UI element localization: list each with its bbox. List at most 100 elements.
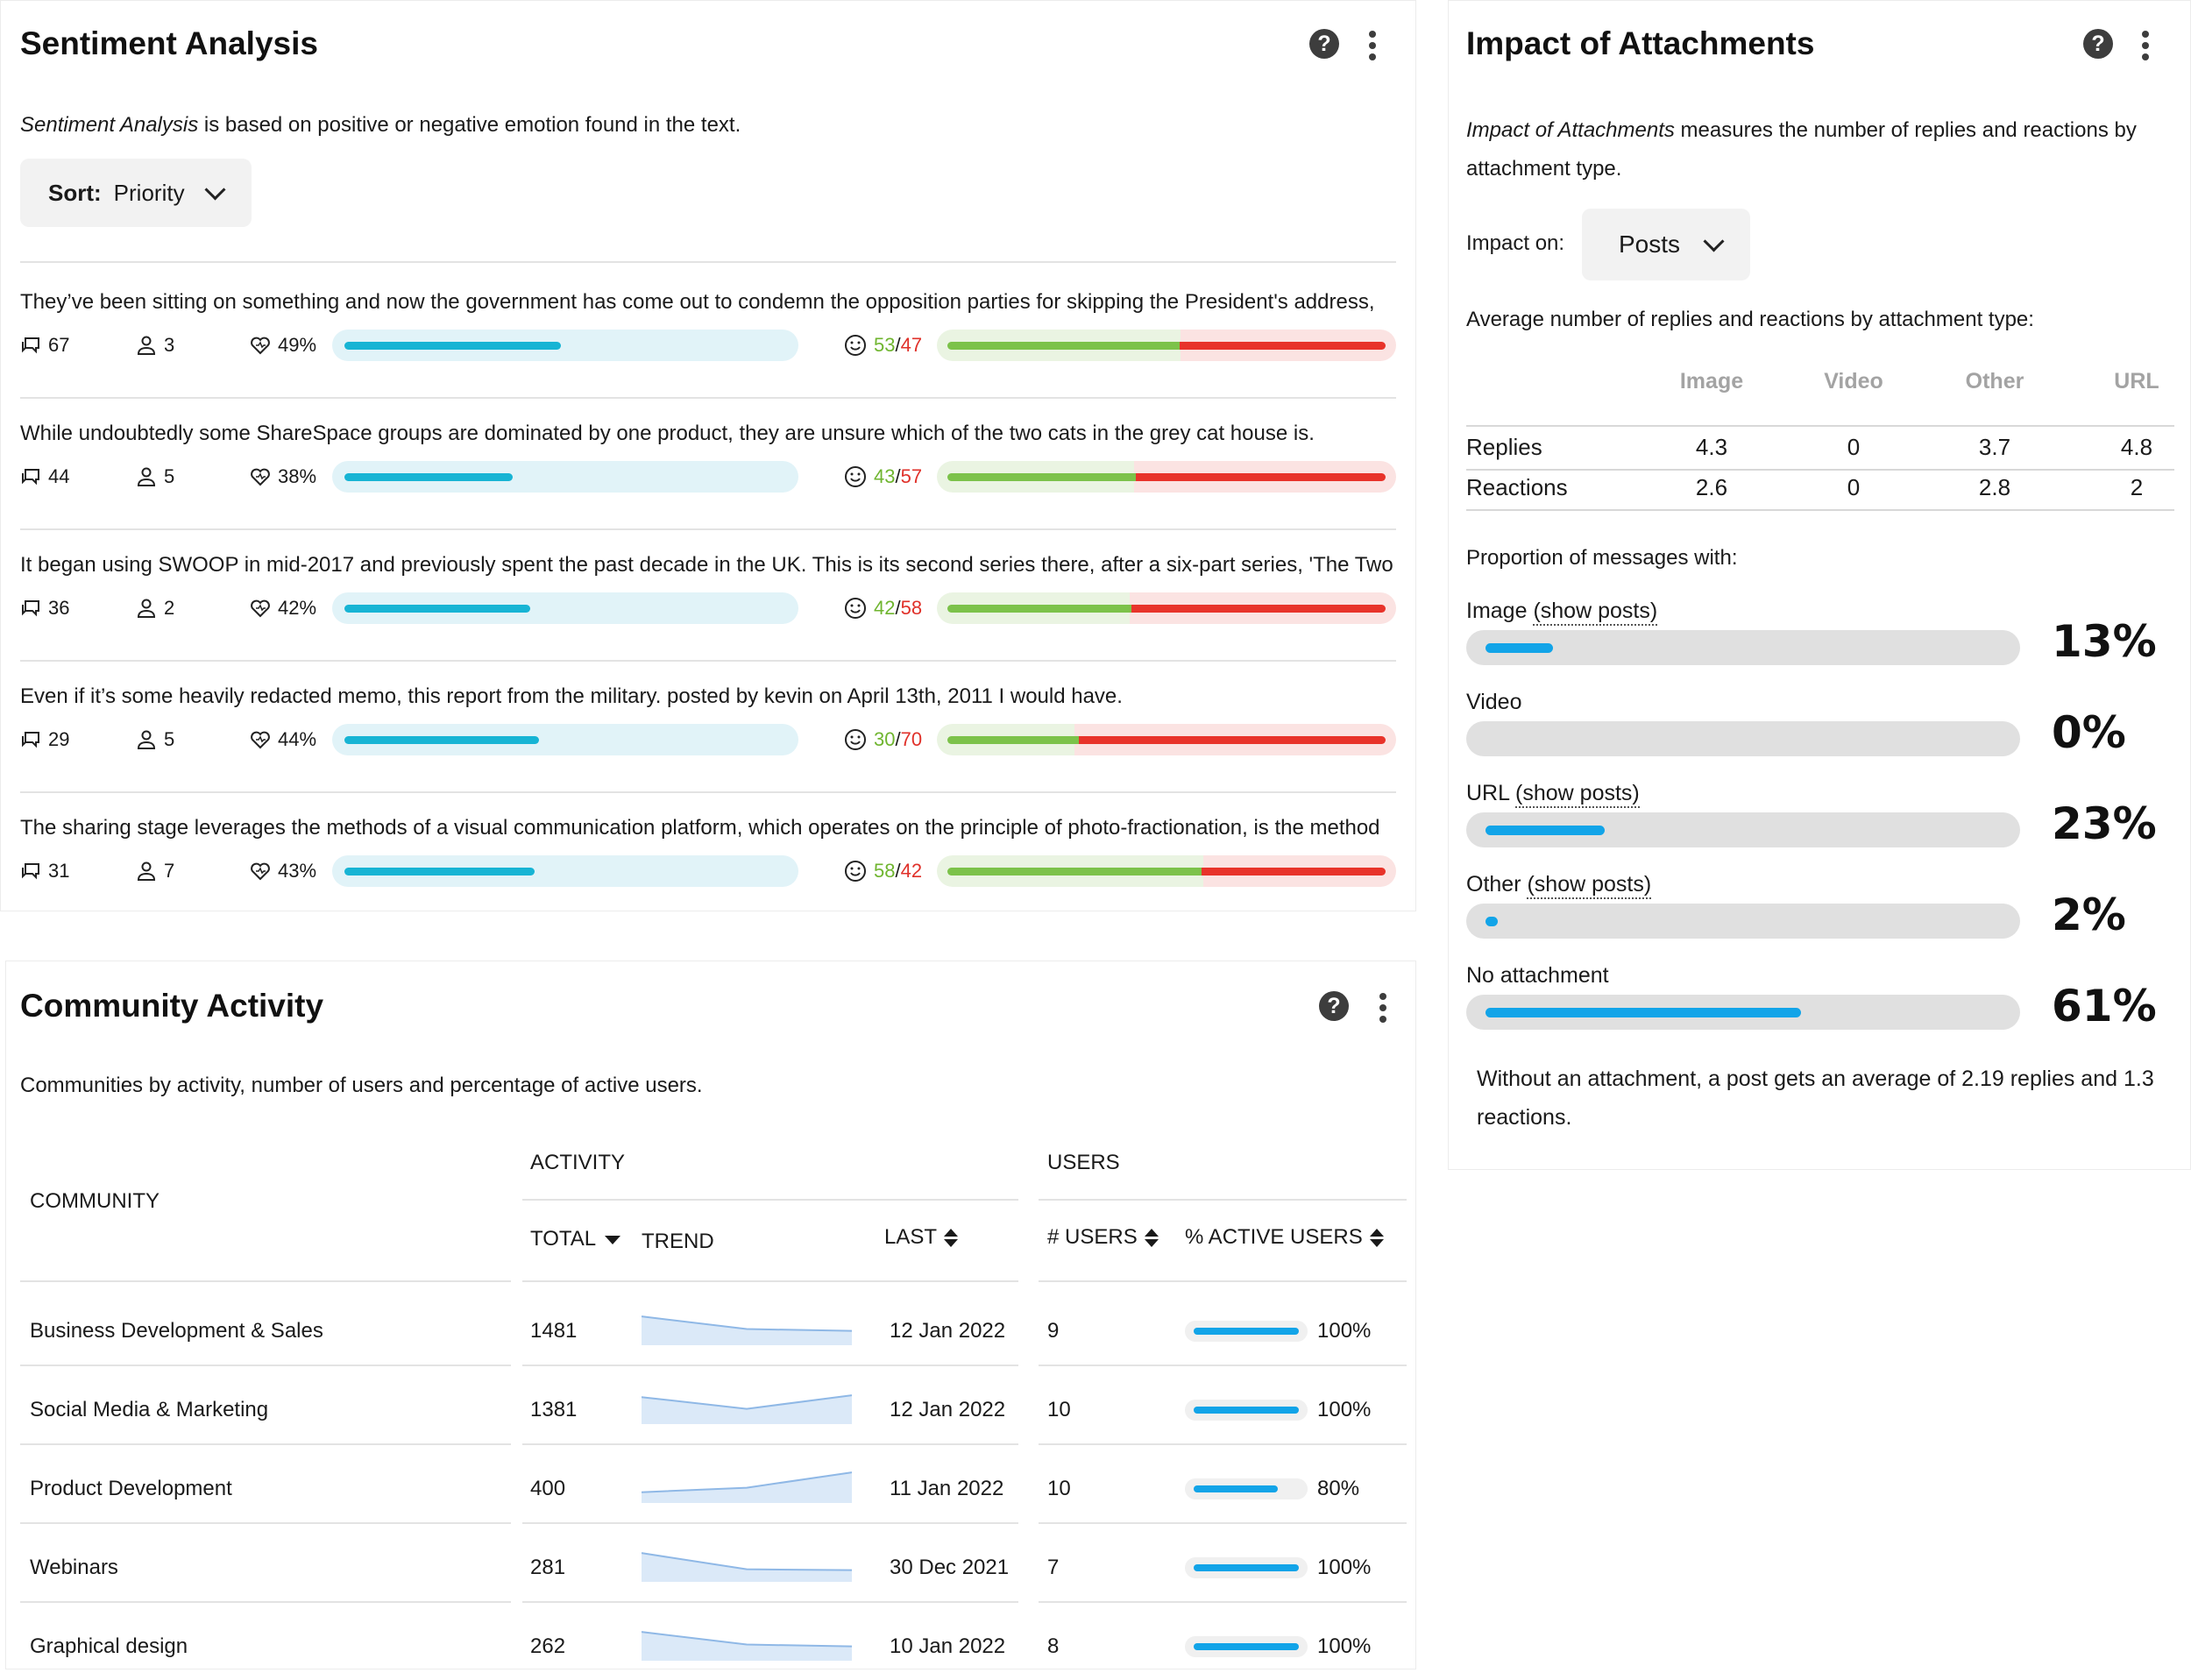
sentiment-item[interactable]: Even if it’s some heavily redacted memo,… (20, 684, 1396, 772)
activity-total: 400 (530, 1477, 566, 1500)
active-users-percent: 100% (1317, 1634, 1372, 1658)
sentiment-item[interactable]: While undoubtedly some ShareSpace groups… (20, 422, 1396, 509)
activity-total: 262 (530, 1634, 566, 1658)
community-title: Community Activity (20, 988, 324, 1024)
proportion-percent: 23% (2052, 798, 2157, 849)
divider (20, 1365, 511, 1366)
sort-desc-icon (605, 1235, 621, 1244)
table-row[interactable]: Business Development & Sales 1481 12 Jan 2… (6, 1291, 1417, 1365)
col-last[interactable]: LAST (884, 1225, 959, 1250)
sentiment-ratio: 30/70 (844, 728, 922, 751)
proportion-label: URL (show posts) (1466, 781, 1640, 808)
community-name[interactable]: Product Development (30, 1477, 232, 1500)
positive-fill (947, 605, 1131, 613)
sentiment-item-text: Even if it’s some heavily redacted memo,… (20, 684, 1123, 708)
sentiment-item[interactable]: They’ve been sitting on something and no… (20, 290, 1396, 378)
more-options-icon[interactable] (1368, 31, 1377, 65)
attachment-value: 2.8 (1978, 474, 2011, 500)
sort-dropdown[interactable]: Sort: Priority (20, 159, 252, 227)
negative-fill (1202, 868, 1386, 875)
last-activity: 30 Dec 2021 (890, 1556, 1010, 1579)
table-row[interactable]: Graphical design 262 10 Jan 2022 8 100% (6, 1606, 1417, 1680)
attachment-col-header: URL (2114, 369, 2159, 393)
sentiment-icon (845, 335, 866, 356)
table-row[interactable]: Webinars 281 30 Dec 2021 7 100% (6, 1528, 1417, 1601)
col-pct-active[interactable]: % ACTIVE USERS (1185, 1225, 1384, 1250)
help-icon[interactable]: ? (1309, 29, 1339, 59)
sort-icon (944, 1229, 959, 1248)
engagement-bar-fill (344, 342, 561, 350)
attachment-col-header: Other (1965, 369, 2024, 393)
divider (20, 261, 1396, 263)
divider (20, 1601, 511, 1603)
engagement-percent: 38% (250, 465, 316, 488)
divider (1039, 1443, 1407, 1445)
divider (1039, 1365, 1407, 1366)
user-count: 7 (1047, 1556, 1060, 1579)
community-name[interactable]: Webinars (30, 1556, 118, 1579)
divider (1466, 425, 2174, 427)
avg-label: Average number of replies and reactions … (1466, 308, 2034, 331)
impact-description: Impact of Attachments measures the numbe… (1466, 118, 2137, 181)
last-activity: 12 Jan 2022 (890, 1398, 1006, 1421)
help-icon[interactable]: ? (2083, 29, 2113, 59)
attachment-value: 4.8 (2120, 434, 2153, 460)
more-options-icon[interactable] (2141, 31, 2150, 65)
sentiment-item[interactable]: It began using SWOOP in mid-2017 and pre… (20, 553, 1396, 641)
comment-count: 29 (20, 728, 69, 751)
trend-line (642, 1394, 852, 1410)
last-activity: 12 Jan 2022 (890, 1319, 1006, 1343)
impact-on-dropdown[interactable]: Posts (1582, 209, 1750, 280)
col-total[interactable]: TOTAL (530, 1227, 621, 1251)
sentiment-item[interactable]: The sharing stage leverages the methods … (20, 816, 1396, 904)
community-name[interactable]: Social Media & Marketing (30, 1398, 269, 1421)
community-activity-panel: Community Activity ? Communities by acti… (5, 961, 1416, 1669)
col-num-users[interactable]: # USERS (1047, 1225, 1159, 1250)
sentiment-item-text: While undoubtedly some ShareSpace groups… (20, 422, 1315, 445)
trend-area (642, 1316, 852, 1345)
proportion-bar-fill (1485, 826, 1605, 835)
sentiment-bar-fill (947, 736, 1386, 744)
show-posts-link[interactable]: (show posts) (1527, 872, 1652, 899)
divider (20, 791, 1396, 793)
sentiment-description: Sentiment Analysis is based on positive … (20, 113, 741, 137)
help-icon[interactable]: ? (1319, 991, 1349, 1021)
positive-count: 30 (874, 728, 896, 750)
community-name[interactable]: Graphical design (30, 1634, 188, 1658)
engagement-icon (251, 731, 270, 749)
divider (522, 1522, 1018, 1524)
divider (20, 1280, 511, 1282)
user-count: 10 (1047, 1398, 1071, 1421)
impact-on-label: Impact on: (1466, 231, 1565, 255)
table-row[interactable]: Social Media & Marketing 1381 12 Jan 2022 1… (6, 1370, 1417, 1443)
divider (20, 528, 1396, 530)
sentiment-icon (845, 729, 866, 750)
table-row[interactable]: Product Development 400 11 Jan 2022 10 80% (6, 1449, 1417, 1522)
activity-total: 1381 (530, 1398, 578, 1421)
sort-icon (1369, 1229, 1384, 1248)
negative-fill (1131, 605, 1386, 613)
user-count: 8 (1047, 1634, 1060, 1658)
engagement-percent: 44% (250, 728, 316, 751)
divider (1039, 1280, 1407, 1282)
show-posts-link[interactable]: (show posts) (1533, 599, 1658, 626)
proportion-bar-fill (1485, 917, 1498, 926)
show-posts-link[interactable]: (show posts) (1515, 781, 1640, 808)
community-name[interactable]: Business Development & Sales (30, 1319, 323, 1343)
divider (522, 1601, 1018, 1603)
engagement-icon (251, 862, 270, 881)
positive-fill (947, 473, 1136, 481)
negative-fill (1180, 342, 1386, 350)
engagement-percent: 43% (250, 860, 316, 883)
engagement-bar (332, 724, 798, 755)
active-users-bar (1185, 1557, 1308, 1578)
trend-line (642, 1552, 852, 1571)
more-options-icon[interactable] (1379, 993, 1387, 1027)
trend-line (642, 1471, 852, 1493)
sentiment-icon (845, 861, 866, 882)
proportion-label: No attachment (1466, 963, 1609, 988)
sentiment-ratio: 53/47 (844, 334, 922, 357)
positive-count: 42 (874, 597, 896, 619)
sentiment-ratio: 43/57 (844, 465, 922, 488)
divider (522, 1280, 1018, 1282)
